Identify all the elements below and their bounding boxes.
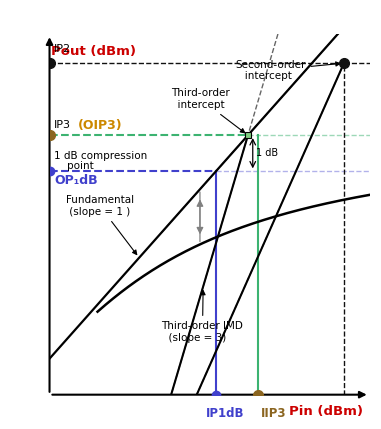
Text: Fundamental
 (slope = 1 ): Fundamental (slope = 1 ) xyxy=(66,195,137,254)
Text: Pin (dBm): Pin (dBm) xyxy=(289,405,363,419)
Text: OP₁dB: OP₁dB xyxy=(54,174,98,187)
Text: IP3: IP3 xyxy=(54,120,71,130)
Text: Third-order IMD
  (slope = 3): Third-order IMD (slope = 3) xyxy=(162,290,243,343)
Text: point: point xyxy=(54,161,94,172)
Text: Second-order
   intercept: Second-order intercept xyxy=(235,60,340,81)
Text: Third-order
  intercept: Third-order intercept xyxy=(171,88,245,133)
Text: IP1dB: IP1dB xyxy=(207,407,245,420)
Text: 1 dB compression: 1 dB compression xyxy=(54,151,147,160)
Text: IIP3: IIP3 xyxy=(261,407,286,420)
Text: Second-
order IMD
(slope = 2): Second- order IMD (slope = 2) xyxy=(0,428,1,429)
Text: Pout (dBm): Pout (dBm) xyxy=(51,45,136,58)
Text: (OIP3): (OIP3) xyxy=(78,118,123,132)
Text: 1 dB: 1 dB xyxy=(256,148,278,158)
Text: IP2: IP2 xyxy=(54,44,72,54)
